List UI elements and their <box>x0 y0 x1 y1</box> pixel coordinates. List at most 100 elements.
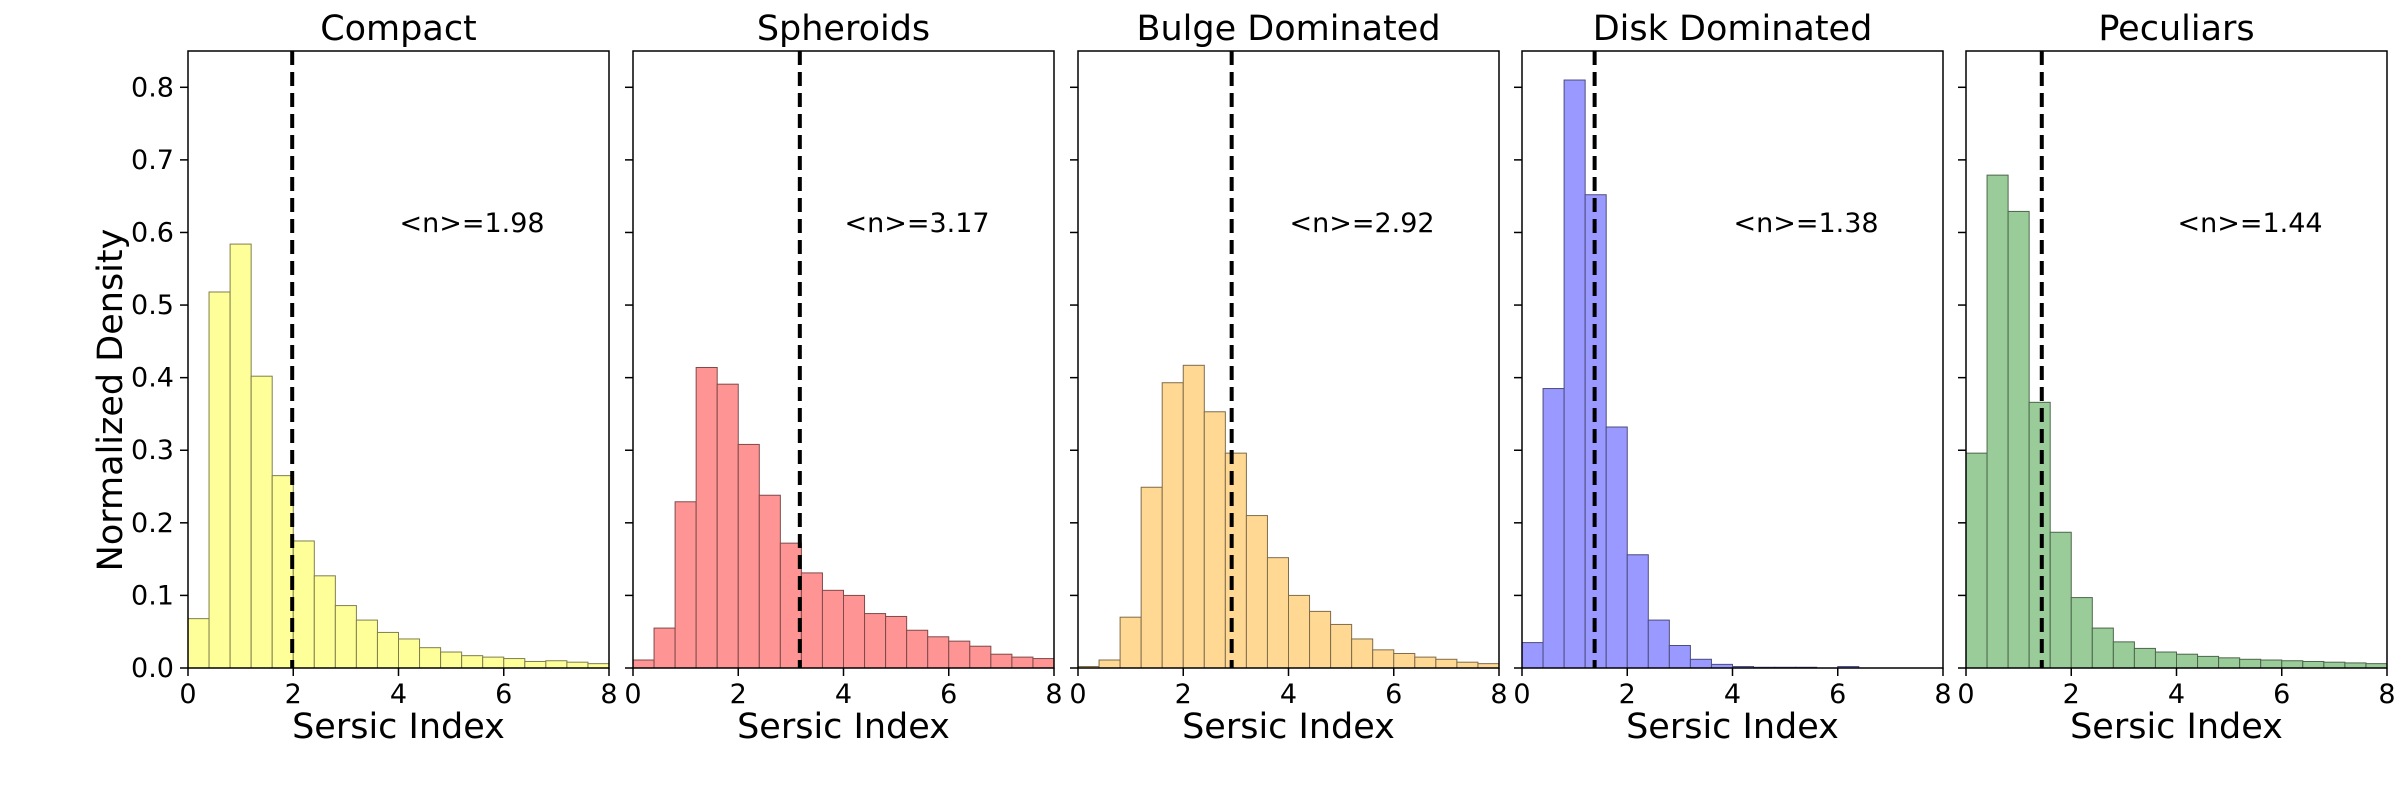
histogram-bar <box>906 629 929 669</box>
histogram-bar <box>208 291 231 669</box>
panel-title: Spheroids <box>757 9 930 49</box>
histogram-bar <box>948 640 971 669</box>
histogram-bar <box>271 475 294 669</box>
x-tick-label: 2 <box>1175 679 1192 710</box>
histogram-bar <box>2239 658 2262 669</box>
x-tick-label: 2 <box>1619 679 1636 710</box>
histogram-bar <box>2281 660 2304 669</box>
x-tick-label: 8 <box>1045 679 1062 710</box>
histogram-bar <box>864 613 887 669</box>
histogram-bar <box>1182 364 1205 669</box>
histogram-bar <box>1605 426 1628 669</box>
x-tick-label: 6 <box>1829 679 1846 710</box>
histogram-bar <box>632 659 655 669</box>
histogram-bar <box>1011 656 1034 669</box>
x-tick-label: 6 <box>940 679 957 710</box>
histogram-bar <box>885 615 908 669</box>
panel-disk-dominated: Disk Dominated <n>=1.38 0 2 4 6 8 Sersic Index <box>1513 9 1951 747</box>
histogram-bar <box>2218 657 2241 669</box>
histogram-bar <box>1266 557 1289 669</box>
mean-annotation: <n>=1.98 <box>400 208 545 239</box>
histogram-bar <box>1456 661 1479 669</box>
histogram-bar <box>376 631 400 669</box>
histogram-bar <box>1986 174 2009 669</box>
panel-title: Compact <box>320 9 477 49</box>
histogram-bar <box>737 443 760 669</box>
panel-bulge-dominated: Bulge Dominated <n>=2.92 0 2 4 6 8 Sersic Index <box>1069 9 1507 747</box>
histogram-bar <box>419 647 442 669</box>
x-axis-label: Sersic Index <box>1182 707 1395 747</box>
x-tick-label: 2 <box>2063 679 2080 710</box>
histogram-bar <box>843 594 866 669</box>
histogram-bar <box>1098 659 1121 669</box>
x-tick-label: 0 <box>1513 679 1530 710</box>
panel-spheroids: Spheroids <n>=3.17 0 2 4 6 8 Sersic Index <box>624 9 1062 747</box>
x-tick-label: 2 <box>285 679 302 710</box>
histogram-bar <box>503 658 526 669</box>
histogram-bar <box>2197 655 2220 669</box>
histogram-bar <box>1542 388 1565 669</box>
panel-title: Disk Dominated <box>1593 9 1873 49</box>
histogram-bar <box>292 540 315 669</box>
histogram-bar <box>1330 623 1353 669</box>
histogram-bar <box>2176 653 2199 669</box>
histogram-bar <box>1032 658 1055 669</box>
histogram-bar <box>1245 515 1268 669</box>
histogram-bar <box>2112 641 2135 669</box>
histogram-bar <box>1435 658 1458 669</box>
histogram-bar <box>1563 79 1586 669</box>
y-tick-label: 0.5 <box>131 290 174 321</box>
mean-annotation: <n>=1.44 <box>2178 208 2323 239</box>
histogram-bar <box>1521 642 1544 669</box>
x-axis-label: Sersic Index <box>2070 707 2283 747</box>
panel-peculiars: Peculiars <n>=1.44 0 2 4 6 8 Sersic Index <box>1957 9 2395 747</box>
x-tick-label: 6 <box>2273 679 2290 710</box>
histogram-bar <box>990 653 1013 669</box>
histogram-bar <box>440 651 463 669</box>
histogram-bar <box>1689 658 1712 669</box>
x-tick-label: 8 <box>2378 679 2395 710</box>
histogram-bar <box>1203 411 1226 669</box>
panels-layer: Compact <n>=1.98 0 2 4 6 8 Sersic Index 0.0 0.1 0.… <box>131 9 2396 747</box>
histogram-bar <box>229 243 252 669</box>
histogram-bar <box>1119 616 1142 669</box>
panel-title: Bulge Dominated <box>1136 9 1440 49</box>
x-tick-label: 8 <box>1490 679 1507 710</box>
x-tick-label: 0 <box>1069 679 1086 710</box>
histogram-bar <box>1288 594 1311 669</box>
histogram-bar <box>1140 486 1163 669</box>
histogram-bar <box>566 661 589 669</box>
histogram-bar <box>1351 638 1374 669</box>
x-axis-label: Sersic Index <box>1626 707 1839 747</box>
histogram-bar <box>2133 647 2156 669</box>
histogram-bar <box>800 572 823 669</box>
y-tick-label: 0.0 <box>131 653 174 684</box>
histogram-bar <box>716 383 739 669</box>
histogram-bar <box>461 655 484 669</box>
histogram-bar <box>695 366 718 669</box>
histogram-bar <box>1224 452 1247 669</box>
x-tick-label: 4 <box>835 679 852 710</box>
histogram-bar <box>2323 661 2346 669</box>
histogram-bar <box>653 627 676 669</box>
y-tick-label: 0.6 <box>131 217 174 248</box>
histogram-bar <box>2344 662 2367 669</box>
histogram-bar <box>313 575 336 669</box>
x-tick-label: 4 <box>1724 679 1741 710</box>
x-axis-label: Sersic Index <box>737 707 950 747</box>
histogram-bar <box>334 605 357 669</box>
histogram-bar <box>1414 656 1437 669</box>
histogram-bar <box>1372 649 1395 669</box>
histogram-bar <box>969 645 992 669</box>
histogram-bar <box>545 660 568 669</box>
histogram-bar <box>2154 651 2177 669</box>
histogram-bar <box>927 636 950 669</box>
histogram-bar <box>2091 627 2114 669</box>
histogram-bar <box>2028 401 2051 669</box>
histogram-bar <box>187 618 210 669</box>
mean-annotation: <n>=3.17 <box>845 208 990 239</box>
y-tick-label: 0.8 <box>131 72 174 103</box>
x-tick-label: 6 <box>495 679 512 710</box>
